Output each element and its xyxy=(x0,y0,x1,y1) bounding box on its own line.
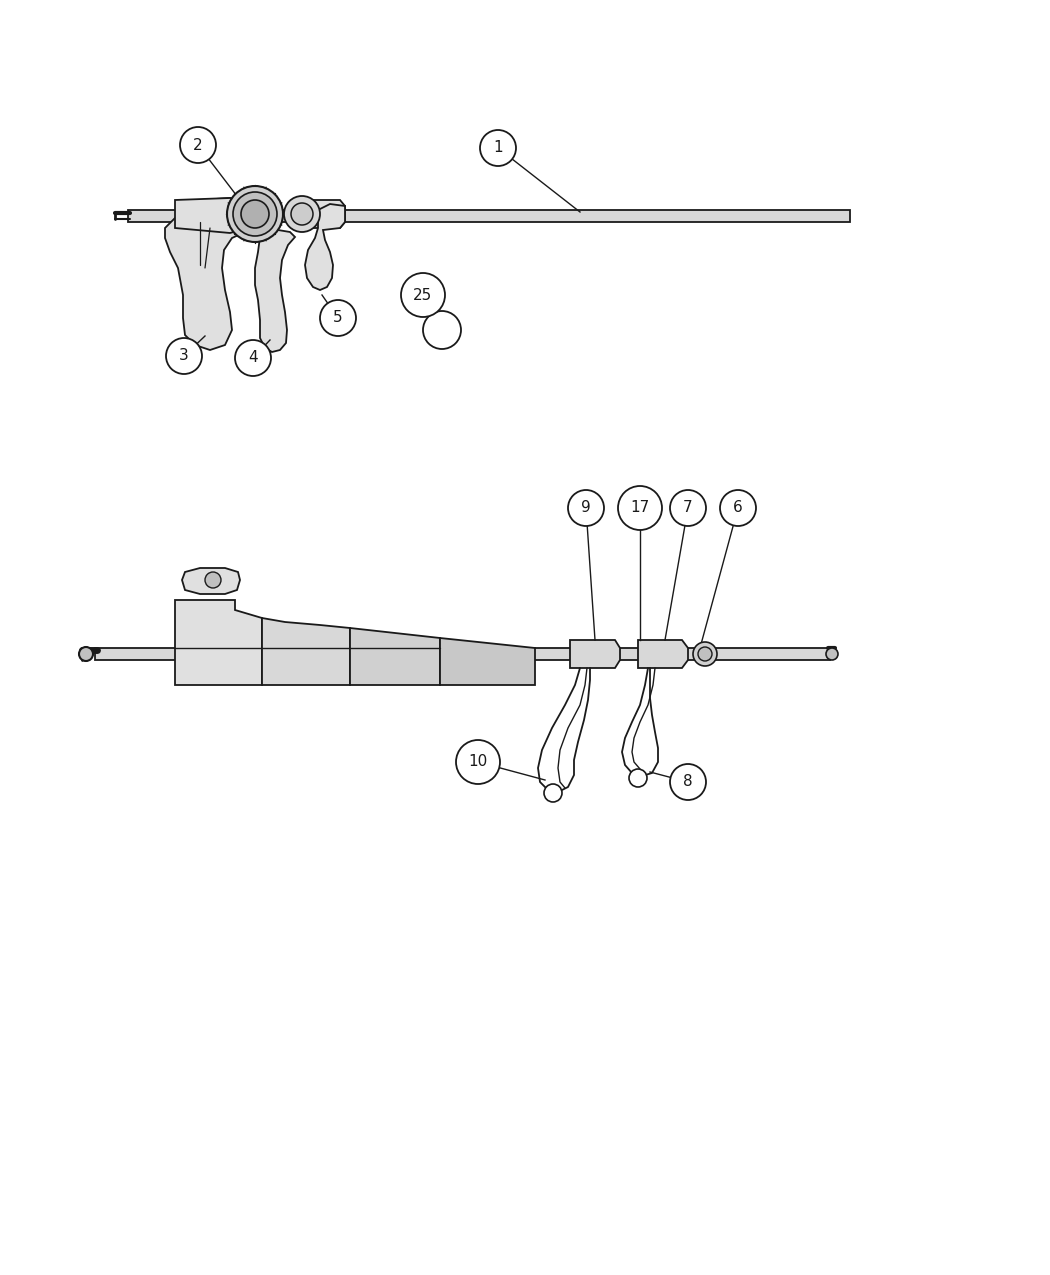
Bar xyxy=(94,648,830,660)
Circle shape xyxy=(320,300,356,337)
Circle shape xyxy=(698,646,712,660)
Text: 6: 6 xyxy=(733,501,743,515)
Polygon shape xyxy=(175,198,248,233)
Circle shape xyxy=(79,646,93,660)
Circle shape xyxy=(720,490,756,527)
Polygon shape xyxy=(570,640,620,668)
Circle shape xyxy=(544,784,562,802)
Circle shape xyxy=(235,340,271,376)
Text: 2: 2 xyxy=(193,138,203,153)
Circle shape xyxy=(205,572,220,588)
Polygon shape xyxy=(440,638,536,685)
Text: 7: 7 xyxy=(684,501,693,515)
Circle shape xyxy=(227,186,284,242)
Circle shape xyxy=(670,764,706,799)
Polygon shape xyxy=(262,618,350,685)
Text: 9: 9 xyxy=(581,501,591,515)
Circle shape xyxy=(568,490,604,527)
Polygon shape xyxy=(304,204,345,289)
Text: 5: 5 xyxy=(333,311,342,325)
Circle shape xyxy=(629,769,647,787)
Text: 25: 25 xyxy=(414,287,433,302)
Text: 10: 10 xyxy=(468,755,487,770)
Polygon shape xyxy=(298,200,345,228)
Circle shape xyxy=(401,273,445,317)
Circle shape xyxy=(826,648,838,660)
Polygon shape xyxy=(350,629,440,685)
Polygon shape xyxy=(638,640,688,668)
Text: 8: 8 xyxy=(684,774,693,789)
Circle shape xyxy=(166,338,202,374)
Circle shape xyxy=(693,643,717,666)
Text: 4: 4 xyxy=(248,351,258,366)
Circle shape xyxy=(291,203,313,224)
Polygon shape xyxy=(165,198,248,351)
Circle shape xyxy=(423,311,461,349)
Polygon shape xyxy=(255,230,295,352)
Circle shape xyxy=(456,740,500,784)
Text: 3: 3 xyxy=(180,348,189,363)
Bar xyxy=(128,210,851,222)
Text: 17: 17 xyxy=(630,501,650,515)
Circle shape xyxy=(284,196,320,232)
Circle shape xyxy=(670,490,706,527)
Polygon shape xyxy=(175,601,262,685)
Text: 1: 1 xyxy=(494,140,503,156)
Circle shape xyxy=(180,128,216,163)
Circle shape xyxy=(242,200,269,228)
Circle shape xyxy=(480,130,516,166)
Circle shape xyxy=(618,486,662,530)
Circle shape xyxy=(233,193,277,236)
Polygon shape xyxy=(182,567,240,594)
